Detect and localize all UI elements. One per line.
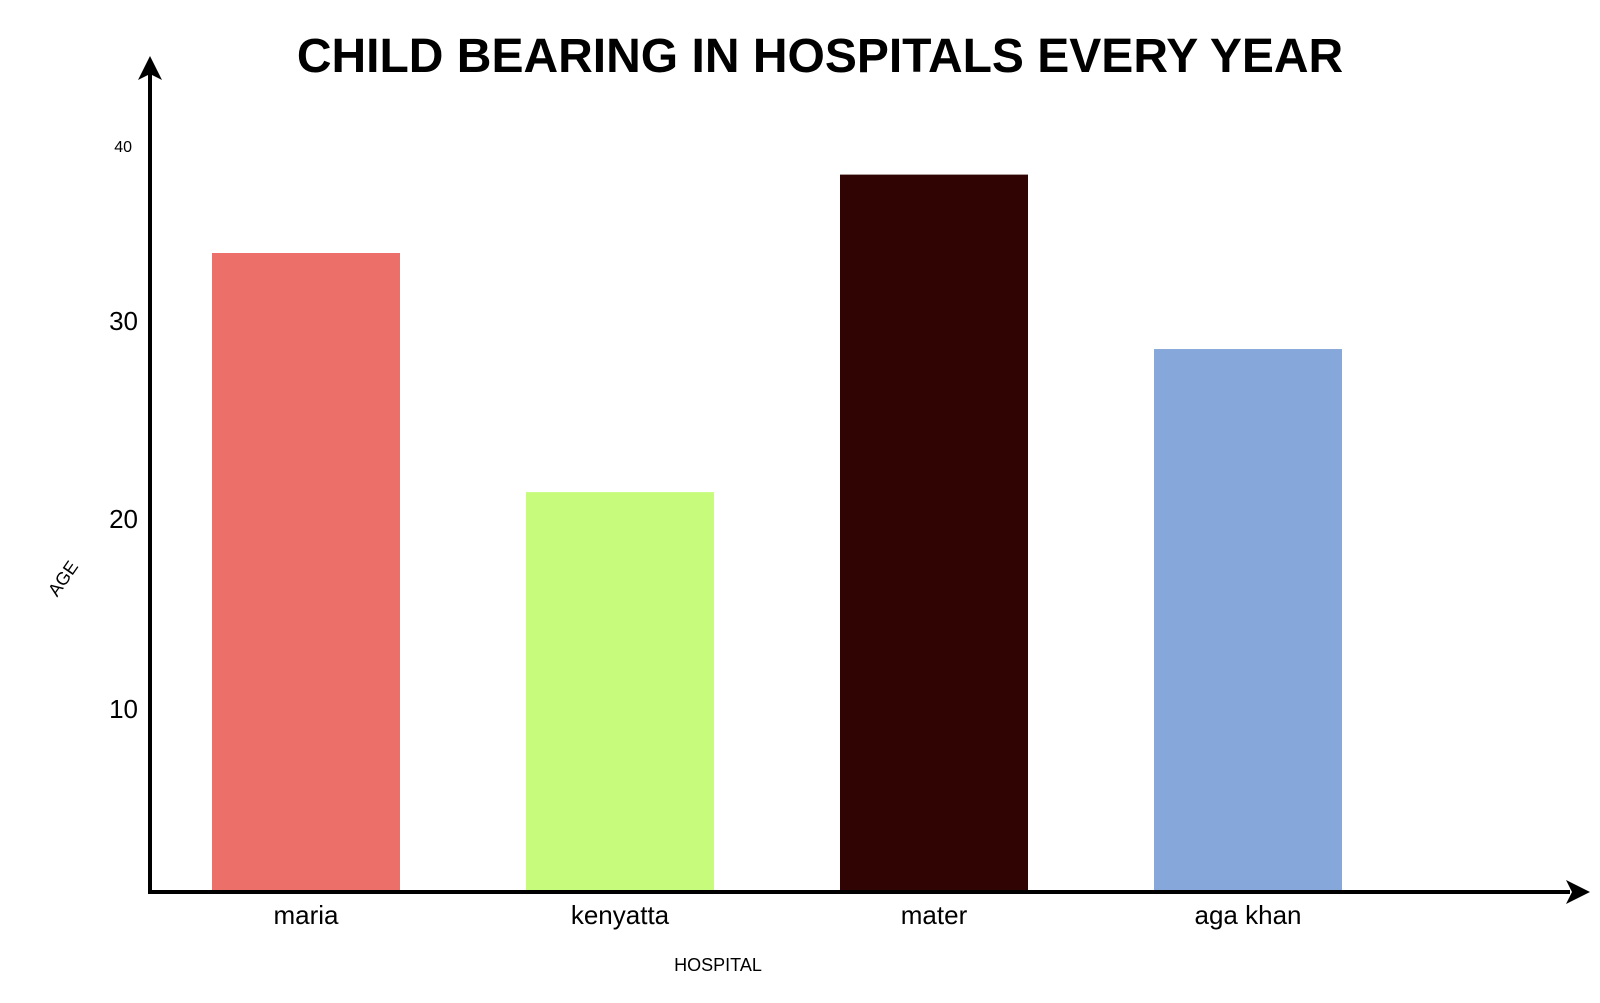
y-tick-label: 20 [109, 504, 138, 534]
y-axis-arrow-icon [138, 56, 162, 80]
chart-title: CHILD BEARING IN HOSPITALS EVERY YEAR [297, 30, 1343, 83]
bar-kenyatta [526, 492, 714, 890]
bar-mater [840, 174, 1028, 891]
y-tick-label: 40 [114, 139, 132, 156]
x-tick-label: maria [273, 900, 339, 930]
x-tick-labels: maria kenyatta mater aga khan [273, 900, 1301, 930]
x-axis-arrow-icon [1566, 880, 1590, 904]
x-tick-label: kenyatta [571, 900, 670, 930]
y-axis-label: AGE [44, 557, 82, 600]
x-tick-label: mater [901, 900, 968, 930]
bar-maria [212, 253, 400, 890]
bars-layer [212, 174, 1342, 891]
x-axis-label: HOSPITAL [674, 955, 762, 975]
x-tick-label: aga khan [1195, 900, 1302, 930]
y-tick-label: 30 [109, 306, 138, 336]
y-tick-label: 10 [109, 694, 138, 724]
bar-aga-khan [1154, 349, 1342, 890]
y-tick-labels: 10 20 30 40 [109, 139, 138, 724]
axes-layer [138, 56, 1590, 904]
